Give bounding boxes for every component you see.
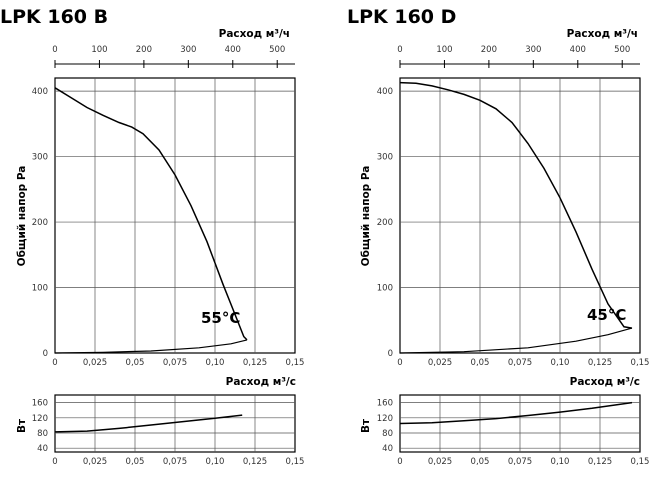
x-tick-label: 0,15 xyxy=(631,358,650,368)
top-axis: 0 100 200 300 400 500 xyxy=(52,45,295,68)
pressure-curve xyxy=(399,81,633,329)
power-x-tick-labels: 0 0,025 0,05 0,075 0,10 0,125 0,15 xyxy=(52,457,304,467)
x-tick-label: 0,125 xyxy=(243,358,267,368)
power-x-tick-label: 0,15 xyxy=(286,457,305,467)
flow-axis-label: Расход м³/с xyxy=(226,376,296,388)
top-axis-tick-label: 0 xyxy=(52,45,57,55)
power-x-tick-label: 0,075 xyxy=(508,457,532,467)
pressure-tick-label: 0 xyxy=(388,349,393,359)
pressure-tick-label: 100 xyxy=(32,284,48,294)
power-x-tick-labels: 0 0,025 0,05 0,075 0,10 0,125 0,15 xyxy=(397,457,649,467)
top-axis-label: Расход м³/ч xyxy=(567,28,638,40)
power-x-tick-label: 0 xyxy=(52,457,57,467)
power-x-tick-label: 0,075 xyxy=(163,457,187,467)
pressure-tick-label: 200 xyxy=(377,218,393,228)
x-tick-label: 0,025 xyxy=(83,358,107,368)
power-curve xyxy=(54,414,243,433)
x-tick-label: 0 xyxy=(397,358,402,368)
x-tick-label: 0,15 xyxy=(286,358,305,368)
power-tick-label: 80 xyxy=(382,429,393,439)
pressure-tick-label: 300 xyxy=(377,153,393,163)
power-tick-label: 40 xyxy=(37,444,48,454)
pressure-tick-label: 400 xyxy=(377,87,393,97)
x-tick-label: 0,025 xyxy=(428,358,452,368)
temperature-label: 55°C xyxy=(201,309,240,327)
top-axis-tick-label: 400 xyxy=(225,45,241,55)
x-tick-label: 0 xyxy=(52,358,57,368)
power-curve xyxy=(399,401,633,425)
power-tick-label: 40 xyxy=(382,444,393,454)
top-axis-tick-label: 100 xyxy=(436,45,452,55)
top-axis-tick-label: 400 xyxy=(570,45,586,55)
power-grid xyxy=(55,395,295,452)
top-axis-tick-label: 500 xyxy=(269,45,285,55)
top-axis-label: Расход м³/ч xyxy=(219,28,290,40)
pressure-axis-label: Общий напор Pa xyxy=(16,166,28,267)
power-x-tick-label: 0,05 xyxy=(126,457,145,467)
power-axis-label: Вт xyxy=(360,418,372,433)
pressure-tick-label: 400 xyxy=(32,87,48,97)
x-tick-label: 0,125 xyxy=(588,358,612,368)
x-tick-label: 0,10 xyxy=(551,358,570,368)
x-tick-label: 0,075 xyxy=(163,358,187,368)
power-x-tick-label: 0 xyxy=(397,457,402,467)
top-axis-tick-label: 200 xyxy=(136,45,152,55)
pressure-grid xyxy=(55,78,295,353)
power-tick-label: 160 xyxy=(32,399,48,409)
power-grid xyxy=(400,395,640,452)
x-tick-label: 0,10 xyxy=(206,358,225,368)
x-tick-label: 0,05 xyxy=(471,358,490,368)
power-axis-label: Вт xyxy=(16,418,28,433)
pressure-tick-label: 200 xyxy=(32,218,48,228)
top-axis-tick-label: 500 xyxy=(614,45,630,55)
pressure-axis-label: Общий напор Pa xyxy=(360,166,372,267)
power-tick-label: 80 xyxy=(37,429,48,439)
chart-lpk-160-d: LPK 160 D Расход м³/ч 0 100 200 300 400 500 0… xyxy=(347,6,649,467)
power-x-tick-label: 0,10 xyxy=(206,457,225,467)
pressure-tick-label: 300 xyxy=(32,153,48,163)
top-axis-tick-label: 0 xyxy=(397,45,402,55)
power-x-tick-label: 0,025 xyxy=(428,457,452,467)
power-x-tick-label: 0,10 xyxy=(551,457,570,467)
power-x-tick-label: 0,05 xyxy=(471,457,490,467)
chart-lpk-160-b: LPK 160 B Расход м³/ч 0 100 200 300 400 500 0… xyxy=(0,6,304,467)
power-x-tick-label: 0,15 xyxy=(631,457,650,467)
x-tick-labels: 0 0,025 0,05 0,075 0,10 0,125 0,15 xyxy=(397,358,649,368)
system-curve xyxy=(54,339,248,354)
power-tick-label: 120 xyxy=(377,414,393,424)
system-curve xyxy=(399,327,633,354)
pressure-grid xyxy=(400,78,640,353)
power-x-tick-label: 0,125 xyxy=(588,457,612,467)
top-axis-tick-label: 300 xyxy=(525,45,541,55)
x-tick-labels: 0 0,025 0,05 0,075 0,10 0,125 0,15 xyxy=(52,358,304,368)
top-axis: 0 100 200 300 400 500 xyxy=(397,45,640,68)
x-tick-label: 0,075 xyxy=(508,358,532,368)
power-tick-labels: 40 80 120 160 xyxy=(32,399,48,455)
top-axis-tick-label: 200 xyxy=(481,45,497,55)
pressure-tick-label: 100 xyxy=(377,284,393,294)
top-axis-tick-label: 100 xyxy=(91,45,107,55)
temperature-label: 45°C xyxy=(587,306,626,324)
power-tick-labels: 40 80 120 160 xyxy=(377,399,393,455)
top-axis-tick-label: 300 xyxy=(180,45,196,55)
power-x-tick-label: 0,125 xyxy=(243,457,267,467)
power-tick-label: 120 xyxy=(32,414,48,424)
pressure-tick-labels: 0 100 200 300 400 xyxy=(32,87,48,359)
pressure-curve xyxy=(54,87,248,341)
flow-axis-label: Расход м³/с xyxy=(570,376,640,388)
chart-title: LPK 160 B xyxy=(0,6,108,28)
power-tick-label: 160 xyxy=(377,399,393,409)
power-x-tick-label: 0,025 xyxy=(83,457,107,467)
x-tick-label: 0,05 xyxy=(126,358,145,368)
chart-title: LPK 160 D xyxy=(347,6,456,28)
pressure-tick-label: 0 xyxy=(43,349,48,359)
pressure-tick-labels: 0 100 200 300 400 xyxy=(377,87,393,359)
